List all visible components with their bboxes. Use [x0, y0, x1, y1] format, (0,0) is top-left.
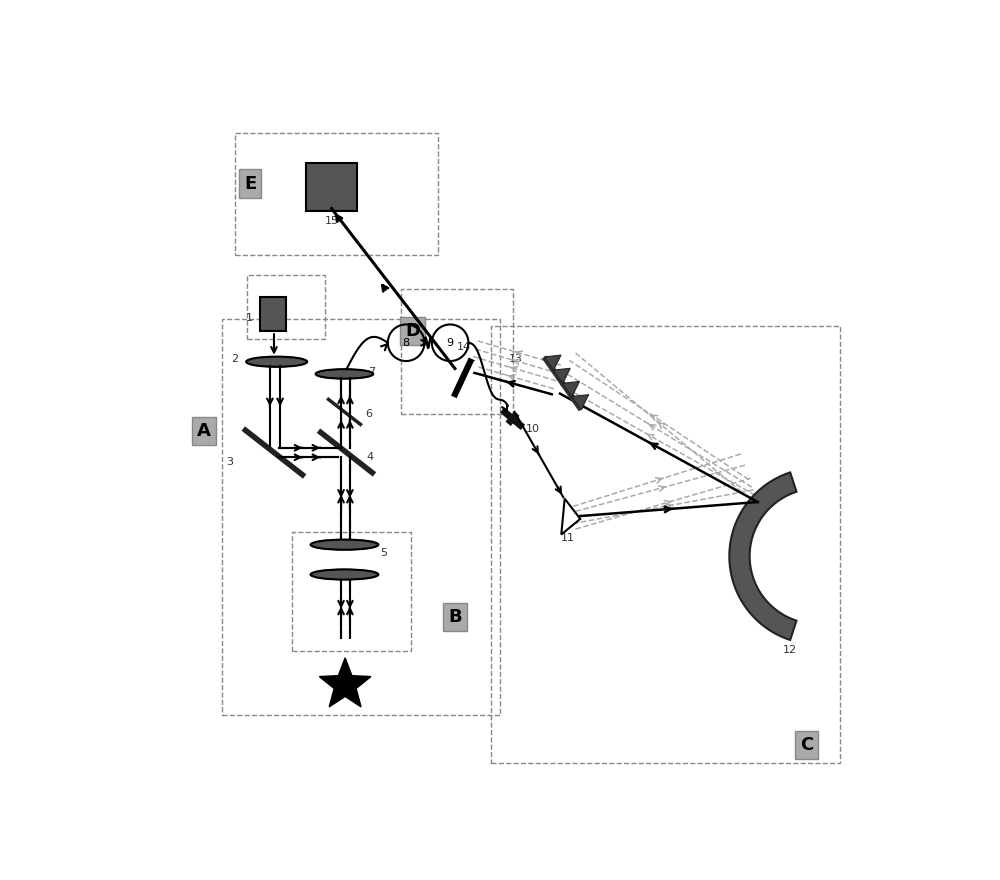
- Polygon shape: [561, 499, 580, 534]
- Text: D: D: [405, 321, 420, 340]
- Bar: [491, 326, 840, 763]
- Polygon shape: [729, 473, 796, 640]
- Polygon shape: [319, 658, 371, 707]
- Text: 4: 4: [367, 452, 374, 462]
- Text: 1: 1: [246, 313, 253, 323]
- Ellipse shape: [311, 539, 378, 550]
- Text: 7: 7: [368, 367, 375, 377]
- Text: 15: 15: [325, 216, 339, 226]
- Bar: [247, 275, 325, 340]
- Text: 13: 13: [509, 354, 523, 363]
- Text: 8: 8: [403, 338, 410, 348]
- Text: 12: 12: [783, 645, 797, 655]
- Polygon shape: [572, 394, 589, 410]
- Text: A: A: [197, 422, 211, 440]
- Bar: [292, 532, 411, 651]
- Ellipse shape: [246, 356, 307, 367]
- Text: 6: 6: [365, 409, 372, 419]
- Text: 3: 3: [226, 457, 233, 466]
- Text: 5: 5: [380, 548, 387, 558]
- Bar: [401, 289, 512, 414]
- Bar: [260, 297, 286, 331]
- Text: B: B: [448, 608, 462, 627]
- Polygon shape: [563, 381, 579, 397]
- Text: 10: 10: [526, 424, 540, 434]
- Bar: [235, 133, 438, 254]
- Text: 2: 2: [231, 354, 238, 363]
- Ellipse shape: [316, 370, 373, 378]
- Text: E: E: [244, 174, 256, 193]
- Text: 14: 14: [457, 341, 471, 351]
- Bar: [222, 319, 500, 715]
- Polygon shape: [553, 368, 570, 384]
- Bar: [306, 163, 357, 210]
- Text: 9: 9: [447, 338, 454, 348]
- Ellipse shape: [311, 569, 378, 580]
- Text: C: C: [800, 736, 813, 753]
- Polygon shape: [544, 356, 561, 370]
- Text: 11: 11: [561, 532, 575, 543]
